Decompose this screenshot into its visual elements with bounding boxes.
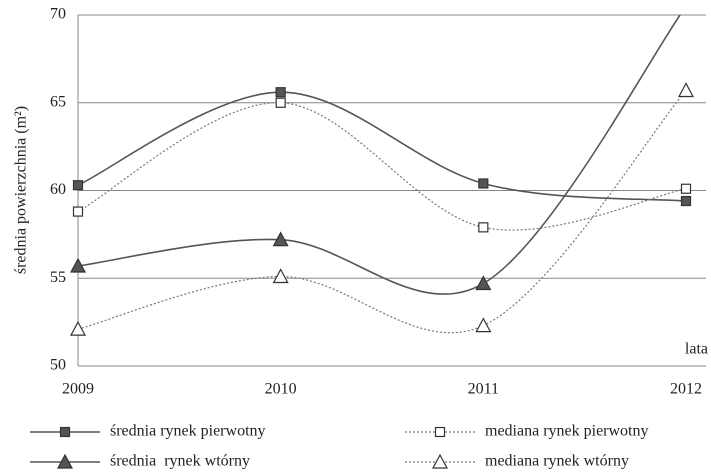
marker [475, 317, 492, 333]
series [69, 82, 695, 336]
marker [69, 320, 87, 336]
y-tick-label: 55 [50, 269, 66, 286]
legend-label: mediana rynek wtórny [485, 453, 629, 470]
legend-label: mediana rynek pierwotny [485, 423, 649, 440]
marker [680, 183, 692, 194]
marker [272, 231, 289, 247]
marker [434, 426, 446, 438]
series-line [77, 90, 687, 334]
legend-label: średnia rynek wtórny [110, 453, 250, 470]
marker [72, 180, 84, 191]
marker [478, 222, 489, 233]
series [72, 87, 692, 207]
marker [431, 453, 449, 469]
marker [72, 206, 84, 217]
y-tick-label: 65 [50, 93, 66, 110]
series-line [77, 15, 681, 295]
marker [680, 195, 692, 207]
x-tick-label: 2009 [62, 381, 94, 398]
series-line [77, 91, 687, 202]
x-tick-label: 2011 [468, 381, 499, 398]
x-axis-title: lata [685, 341, 708, 358]
x-tick-label: 2012 [670, 381, 702, 398]
x-tick-label: 2010 [265, 381, 297, 398]
series-line [77, 102, 687, 231]
marker [275, 97, 286, 108]
marker [478, 178, 489, 189]
marker [59, 426, 71, 438]
marker [475, 275, 492, 291]
marker [275, 87, 286, 98]
series [69, 15, 681, 295]
y-tick-label: 60 [50, 181, 66, 198]
marker [69, 257, 87, 273]
marker [56, 453, 74, 469]
y-axis-title: średnia powierzchnia (m²) [13, 106, 30, 274]
legend-label: średnia rynek pierwotny [110, 423, 266, 440]
y-tick-label: 70 [50, 6, 66, 23]
y-tick-label: 50 [50, 357, 66, 374]
series [72, 97, 692, 233]
marker [272, 268, 289, 284]
marker [677, 82, 695, 98]
